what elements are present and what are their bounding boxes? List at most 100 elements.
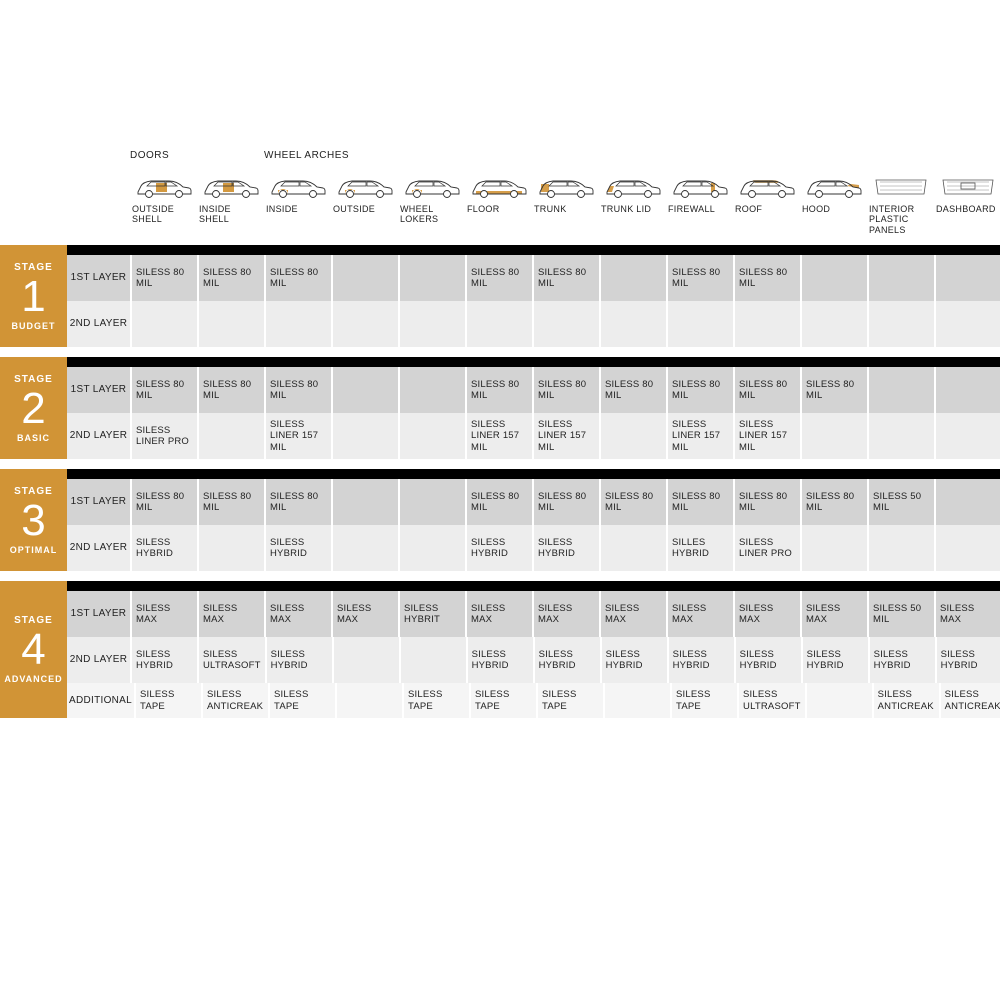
header-group-4: [416, 150, 483, 166]
cell-s4-r0-c4: SILESS HYBRIT: [398, 591, 465, 637]
cell-s4-r1-c11: SILESS HYBRID: [868, 637, 935, 683]
cell-s4-r2-c12: SILESS ANTICREAK: [939, 683, 1000, 718]
cell-s4-r2-c11: SILESS ANTICREAK: [872, 683, 939, 718]
car-icon-9: [733, 174, 800, 200]
stage-number: 1: [21, 275, 45, 319]
cell-s3-r1-c6: SILESS HYBRID: [532, 525, 599, 571]
col-sublabel-8: FIREWALL: [666, 204, 733, 235]
header-group-9: [751, 150, 818, 166]
row-label: 1ST LAYER: [67, 255, 130, 301]
stage-2-row-0: 1ST LAYERSILESS 80 MILSILESS 80 MILSILES…: [67, 367, 1000, 413]
stage-3-label: STAGE 3 OPTIMAL: [0, 469, 67, 571]
row-label: 2ND LAYER: [67, 301, 130, 347]
cell-s2-r0-c3: [331, 367, 398, 413]
cell-s1-r0-c5: SILESS 80 MIL: [465, 255, 532, 301]
cell-s2-r0-c1: SILESS 80 MIL: [197, 367, 264, 413]
header-group-11: [885, 150, 952, 166]
cell-s3-r0-c7: SILESS 80 MIL: [599, 479, 666, 525]
cell-s4-r2-c10: [805, 683, 872, 718]
stage-3-divider: [67, 469, 1000, 479]
cell-s1-r0-c4: [398, 255, 465, 301]
car-icon-10: [800, 174, 867, 200]
header-group-8: [684, 150, 751, 166]
cell-s3-r1-c9: SILESS LINER PRO: [733, 525, 800, 571]
cell-s4-r0-c0: SILESS MAX: [130, 591, 197, 637]
cell-s2-r0-c10: SILESS 80 MIL: [800, 367, 867, 413]
cell-s4-r1-c8: SILESS HYBRID: [667, 637, 734, 683]
cell-s3-r1-c12: [934, 525, 1000, 571]
cell-s3-r0-c8: SILESS 80 MIL: [666, 479, 733, 525]
cell-s4-r2-c1: SILESS ANTICREAK: [201, 683, 268, 718]
cell-s2-r1-c0: SILESS LINER PRO: [130, 413, 197, 459]
cell-s4-r1-c3: [332, 637, 399, 683]
cell-s4-r0-c10: SILESS MAX: [800, 591, 867, 637]
stage-1-divider: [67, 245, 1000, 255]
cell-s3-r0-c10: SILESS 80 MIL: [800, 479, 867, 525]
cell-s4-r1-c5: SILESS HYBRID: [466, 637, 533, 683]
col-sublabel-2: INSIDE: [264, 204, 331, 235]
cell-s1-r0-c6: SILESS 80 MIL: [532, 255, 599, 301]
stage-subtitle: OPTIMAL: [10, 545, 58, 555]
cell-s3-r0-c1: SILESS 80 MIL: [197, 479, 264, 525]
stage-4-label: STAGE 4 ADVANCED: [0, 581, 67, 718]
cell-s2-r1-c12: [934, 413, 1000, 459]
stage-4-block: STAGE 4 ADVANCED 1ST LAYERSILESS MAXSILE…: [0, 581, 1000, 718]
cell-s2-r0-c4: [398, 367, 465, 413]
cell-s3-r0-c3: [331, 479, 398, 525]
cell-s3-r0-c9: SILESS 80 MIL: [733, 479, 800, 525]
cell-s3-r0-c5: SILESS 80 MIL: [465, 479, 532, 525]
cell-s4-r0-c6: SILESS MAX: [532, 591, 599, 637]
stage-4-divider: [67, 581, 1000, 591]
cell-s4-r1-c2: SILESS HYBRID: [265, 637, 332, 683]
cell-s2-r1-c9: SILESS LINER 157 MIL: [733, 413, 800, 459]
col-sublabel-11: INTERIOR PLASTIC PANELS: [867, 204, 934, 235]
header-group-2: WHEEL ARCHES: [264, 150, 349, 166]
stage-2-block: STAGE 2 BASIC 1ST LAYERSILESS 80 MILSILE…: [0, 357, 1000, 459]
stage-1-row-0: 1ST LAYERSILESS 80 MILSILESS 80 MILSILES…: [67, 255, 1000, 301]
stage-number: 3: [21, 499, 45, 543]
cell-s2-r0-c6: SILESS 80 MIL: [532, 367, 599, 413]
cell-s2-r1-c4: [398, 413, 465, 459]
header-group-7: [617, 150, 684, 166]
cell-s2-r1-c3: [331, 413, 398, 459]
header-icons-row: [0, 166, 1000, 200]
cell-s4-r2-c6: SILESS TAPE: [536, 683, 603, 718]
header-group-1: [197, 150, 264, 166]
cell-s2-r1-c7: [599, 413, 666, 459]
cell-s4-r0-c1: SILESS MAX: [197, 591, 264, 637]
cell-s4-r2-c4: SILESS TAPE: [402, 683, 469, 718]
car-icon-12: [934, 174, 1000, 200]
col-sublabel-1: INSIDE SHELL: [197, 204, 264, 235]
cell-s4-r1-c12: SILESS HYBRID: [935, 637, 1000, 683]
cell-s4-r1-c10: SILESS HYBRID: [801, 637, 868, 683]
stage-subtitle: BASIC: [17, 433, 50, 443]
cell-s2-r0-c8: SILESS 80 MIL: [666, 367, 733, 413]
stage-3-block: STAGE 3 OPTIMAL 1ST LAYERSILESS 80 MILSI…: [0, 469, 1000, 571]
cell-s1-r1-c5: [465, 301, 532, 347]
cell-s1-r0-c10: [800, 255, 867, 301]
cell-s2-r1-c10: [800, 413, 867, 459]
stage-1-label: STAGE 1 BUDGET: [0, 245, 67, 347]
car-icon-11: [867, 174, 934, 200]
car-icon-4: [398, 174, 465, 200]
col-sublabel-9: ROOF: [733, 204, 800, 235]
cell-s1-r1-c6: [532, 301, 599, 347]
car-icon-5: [465, 174, 532, 200]
cell-s3-r0-c0: SILESS 80 MIL: [130, 479, 197, 525]
col-sublabel-0: OUTSIDE SHELL: [130, 204, 197, 235]
header-group-row: DOORSWHEEL ARCHES: [0, 150, 1000, 166]
cell-s4-r0-c12: SILESS MAX: [934, 591, 1000, 637]
stage-4-row-2: ADDITIONALSILESS TAPESILESS ANTICREAKSIL…: [67, 683, 1000, 718]
row-label: 2ND LAYER: [67, 413, 130, 459]
col-sublabel-5: FLOOR: [465, 204, 532, 235]
stage-2-row-1: 2ND LAYERSILESS LINER PRO SILESS LINER 15…: [67, 413, 1000, 459]
cell-s4-r2-c8: SILESS TAPE: [670, 683, 737, 718]
cell-s2-r0-c2: SILESS 80 MIL: [264, 367, 331, 413]
cell-s1-r1-c4: [398, 301, 465, 347]
cell-s4-r0-c2: SILESS MAX: [264, 591, 331, 637]
cell-s2-r1-c1: [197, 413, 264, 459]
soundproofing-stage-chart: DOORSWHEEL ARCHES: [0, 150, 1000, 718]
cell-s1-r0-c8: SILESS 80 MIL: [666, 255, 733, 301]
cell-s4-r2-c7: [603, 683, 670, 718]
cell-s2-r0-c7: SILESS 80 MIL: [599, 367, 666, 413]
